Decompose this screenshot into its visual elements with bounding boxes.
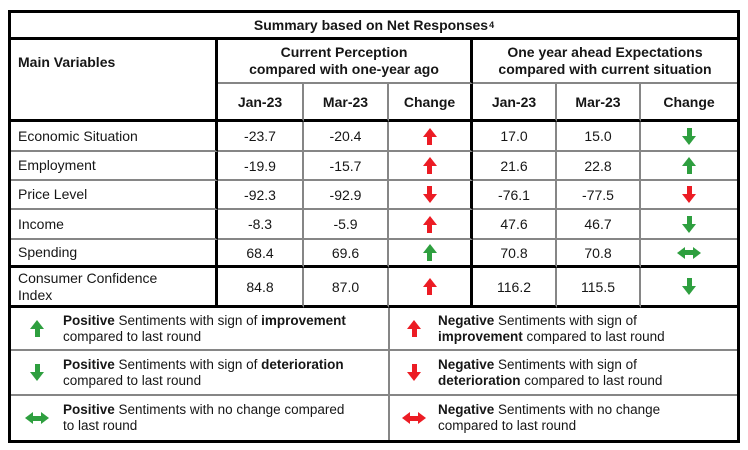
value-cell: 47.6 (473, 210, 557, 240)
value-cell: -5.9 (304, 210, 389, 240)
change-arrow-icon (423, 244, 437, 261)
change-arrow-icon (423, 216, 437, 233)
legend-red-up-arrow-icon (407, 320, 421, 337)
change-cell (389, 268, 473, 308)
change-arrow-icon (423, 128, 437, 145)
change-arrow-icon (423, 157, 437, 174)
change-cell (641, 181, 737, 210)
change-arrow-icon (682, 278, 696, 295)
change-cell (641, 240, 737, 268)
row-label-spending: Spending (11, 240, 218, 268)
value-cell: 68.4 (218, 240, 304, 268)
change-cell (641, 210, 737, 240)
legend-green-up-arrow-icon (30, 320, 44, 337)
change-arrow-icon (423, 278, 437, 295)
value-cell: -8.3 (218, 210, 304, 240)
legend-red-leftright-arrow-icon (402, 412, 426, 424)
group-header-current-perception: Current Perception compared with one-yea… (218, 40, 473, 84)
value-cell: 15.0 (557, 122, 641, 152)
value-cell: -19.9 (218, 152, 304, 181)
change-arrow-icon (677, 246, 701, 259)
row-label-consumer-confidence-index: Consumer Confidence Index (11, 268, 218, 308)
value-cell: -76.1 (473, 181, 557, 210)
change-cell (389, 240, 473, 268)
row-label-income: Income (11, 210, 218, 240)
change-cell (389, 122, 473, 152)
change-arrow-icon (682, 128, 696, 145)
value-cell: -23.7 (218, 122, 304, 152)
value-cell: 87.0 (304, 268, 389, 308)
change-arrow-icon (682, 186, 696, 203)
subheader-perception-mar23: Mar-23 (304, 84, 389, 122)
value-cell: 84.8 (218, 268, 304, 308)
value-cell: 46.7 (557, 210, 641, 240)
row-label-employment: Employment (11, 152, 218, 181)
value-cell: 116.2 (473, 268, 557, 308)
change-arrow-icon (682, 216, 696, 233)
value-cell: 70.8 (557, 240, 641, 268)
legend-item-negative-improvement: Negative Sentiments with sign of improve… (390, 308, 737, 351)
column-header-main-variables: Main Variables (11, 40, 218, 122)
legend-green-leftright-arrow-icon (25, 412, 49, 424)
row-label-price-level: Price Level (11, 181, 218, 210)
legend: Positive Sentiments with sign of improve… (11, 308, 737, 440)
table-title: Summary based on Net Responses 4 (11, 13, 737, 40)
change-cell (389, 181, 473, 210)
subheader-perception-jan23: Jan-23 (218, 84, 304, 122)
subheader-expectations-jan23: Jan-23 (473, 84, 557, 122)
value-cell: 17.0 (473, 122, 557, 152)
legend-item-positive-deterioration: Positive Sentiments with sign of deterio… (11, 351, 390, 396)
change-arrow-icon (423, 186, 437, 203)
data-grid: Main Variables Current Perception compar… (11, 40, 737, 308)
value-cell: 115.5 (557, 268, 641, 308)
change-cell (389, 152, 473, 181)
row-label-economic-situation: Economic Situation (11, 122, 218, 152)
value-cell: -92.3 (218, 181, 304, 210)
value-cell: 70.8 (473, 240, 557, 268)
value-cell: -20.4 (304, 122, 389, 152)
change-cell (641, 268, 737, 308)
legend-red-down-arrow-icon (407, 364, 421, 381)
subheader-perception-change: Change (389, 84, 473, 122)
change-cell (641, 152, 737, 181)
change-cell (389, 210, 473, 240)
legend-green-down-arrow-icon (30, 364, 44, 381)
subheader-expectations-change: Change (641, 84, 737, 122)
change-cell (641, 122, 737, 152)
subheader-expectations-mar23: Mar-23 (557, 84, 641, 122)
table-title-text: Summary based on Net Responses (253, 17, 489, 33)
summary-table: Summary based on Net Responses 4 Main Var… (8, 10, 740, 443)
value-cell: 21.6 (473, 152, 557, 181)
value-cell: 69.6 (304, 240, 389, 268)
value-cell: -92.9 (304, 181, 389, 210)
legend-item-negative-deterioration: Negative Sentiments with sign of deterio… (390, 351, 737, 396)
value-cell: -15.7 (304, 152, 389, 181)
group-header-one-year-ahead: One year ahead Expectations compared wit… (473, 40, 737, 84)
value-cell: 22.8 (557, 152, 641, 181)
value-cell: -77.5 (557, 181, 641, 210)
legend-item-negative-no-change: Negative Sentiments with no change compa… (390, 396, 737, 440)
legend-item-positive-no-change: Positive Sentiments with no change compa… (11, 396, 390, 440)
change-arrow-icon (682, 157, 696, 174)
legend-item-positive-improvement: Positive Sentiments with sign of improve… (11, 308, 390, 351)
